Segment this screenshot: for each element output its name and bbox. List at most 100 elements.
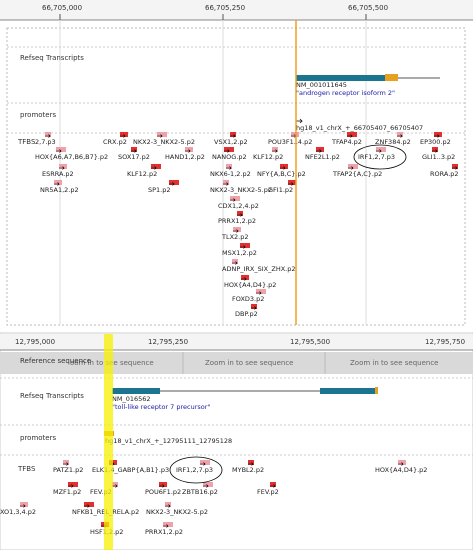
tfbs-box — [432, 147, 438, 152]
tfbs-box — [376, 147, 386, 152]
arrow — [248, 462, 254, 466]
tfbs-box — [112, 482, 118, 487]
tfbs-box — [59, 164, 67, 169]
tfbs-box — [348, 164, 358, 169]
sequence-note: Zoom in to see sequence — [205, 359, 293, 367]
tfbs-label: KLF12.p2 — [127, 170, 157, 178]
tfbs-box — [226, 164, 232, 169]
tfbs-box — [434, 132, 442, 137]
arrow — [45, 134, 51, 138]
tfbs-label: ELK1,4_GABP{A,B1}.p3 — [92, 466, 169, 474]
arrow — [159, 484, 165, 488]
tfbs-box — [230, 196, 240, 201]
tfbs-label: MYBL2.p2 — [232, 466, 264, 474]
track-label: Refseq Transcripts — [20, 54, 84, 62]
tfbs-box — [185, 147, 193, 152]
arrow — [169, 182, 175, 186]
arrow — [185, 149, 191, 153]
tfbs-box — [233, 227, 241, 232]
tfbs-box — [56, 147, 66, 152]
tfbs-box — [347, 132, 357, 137]
tfbs-box — [120, 132, 128, 137]
tfbs-label: POU3F1..4.p2 — [268, 138, 312, 146]
tfbs-label: EP300.p2 — [420, 138, 451, 146]
arrow — [59, 166, 65, 170]
tfbs-label: HAND1,2.p2 — [165, 153, 205, 161]
arrow — [256, 291, 262, 295]
tfbs-box — [291, 132, 299, 137]
top-ruler — [0, 0, 473, 20]
track-label: Refseq Transcripts — [20, 392, 84, 400]
tfbs-label: HOX{A4,D4}.p2 — [224, 281, 276, 289]
arrow — [120, 134, 126, 138]
tfbs-box — [398, 460, 406, 465]
arrow — [347, 134, 353, 138]
track-label: promoters — [20, 111, 56, 119]
arrow — [432, 149, 438, 153]
arrow — [272, 149, 278, 153]
arrow — [223, 182, 229, 186]
exon — [320, 388, 375, 394]
highlight-circle — [169, 456, 223, 484]
tfbs-box — [452, 164, 458, 169]
tfbs-box — [256, 289, 266, 294]
utr — [375, 387, 378, 394]
tfbs-box — [240, 243, 250, 248]
arrow — [237, 213, 243, 217]
arrow — [230, 198, 236, 202]
tfbs-box — [241, 275, 249, 280]
tfbs-box — [165, 502, 171, 507]
tfbs-box — [169, 180, 179, 185]
tfbs-label: HOX{A6,A7,B6,B7}.p2 — [35, 153, 108, 161]
tfbs-box — [200, 460, 210, 465]
tfbs-box — [397, 132, 403, 137]
tfbs-label: FEV.p2 — [257, 488, 279, 496]
utr — [385, 74, 398, 81]
tfbs-label: PRRX1,2.p2 — [218, 217, 256, 225]
exon — [296, 75, 385, 81]
ruler-label: 12,795,750 — [425, 338, 465, 346]
arrow — [452, 166, 458, 170]
tfbs-label: GFI1.p2 — [268, 186, 293, 194]
arrow — [240, 245, 246, 249]
tfbs-label: NFY{A,B,C}.p2 — [257, 170, 306, 178]
track-label: Reference sequence — [20, 357, 91, 365]
transcript-id: NM_016562 — [112, 395, 151, 403]
tfbs-box — [270, 482, 276, 487]
tfbs-box — [223, 180, 229, 185]
tfbs-box — [224, 147, 234, 152]
track-label: TFBS — [17, 465, 36, 473]
arrow — [163, 524, 169, 528]
tfbs-box — [248, 460, 254, 465]
tfbs-box — [288, 180, 296, 185]
tfbs-label: GLI1..3.p2 — [422, 153, 455, 161]
arrow — [68, 484, 74, 488]
tfbs-box — [272, 147, 278, 152]
arrow — [251, 306, 257, 310]
arrow — [54, 182, 60, 186]
tfbs-box — [20, 502, 28, 507]
tfbs-label: ADNP_IRX_SIX_ZHX.p2 — [222, 265, 296, 273]
highlight-band — [104, 334, 113, 550]
ruler-label: 12,795,250 — [148, 338, 188, 346]
tfbs-label: NKX6-1,2.p2 — [210, 170, 251, 178]
arrow — [63, 462, 69, 466]
arrow — [151, 166, 157, 170]
sequence-note: Zoom in to see sequence — [350, 359, 438, 367]
arrow — [230, 134, 236, 138]
tfbs-box — [280, 164, 288, 169]
transcript-id: NM_001011645 — [296, 81, 347, 89]
track-label: promoters — [20, 434, 56, 442]
tfbs-label: NKX2-3_NKX2-5.p2 — [146, 508, 208, 516]
tfbs-box — [251, 304, 257, 309]
arrow — [84, 504, 90, 508]
arrow — [224, 149, 230, 153]
arrow — [112, 484, 118, 488]
arrow — [20, 504, 26, 508]
tfbs-box — [316, 147, 324, 152]
tfbs-label: NR5A1,2.p2 — [40, 186, 79, 194]
arrow — [270, 484, 276, 488]
transcript-name: "toll-like receptor 7 precursor" — [112, 403, 210, 411]
tfbs-box — [237, 211, 243, 216]
